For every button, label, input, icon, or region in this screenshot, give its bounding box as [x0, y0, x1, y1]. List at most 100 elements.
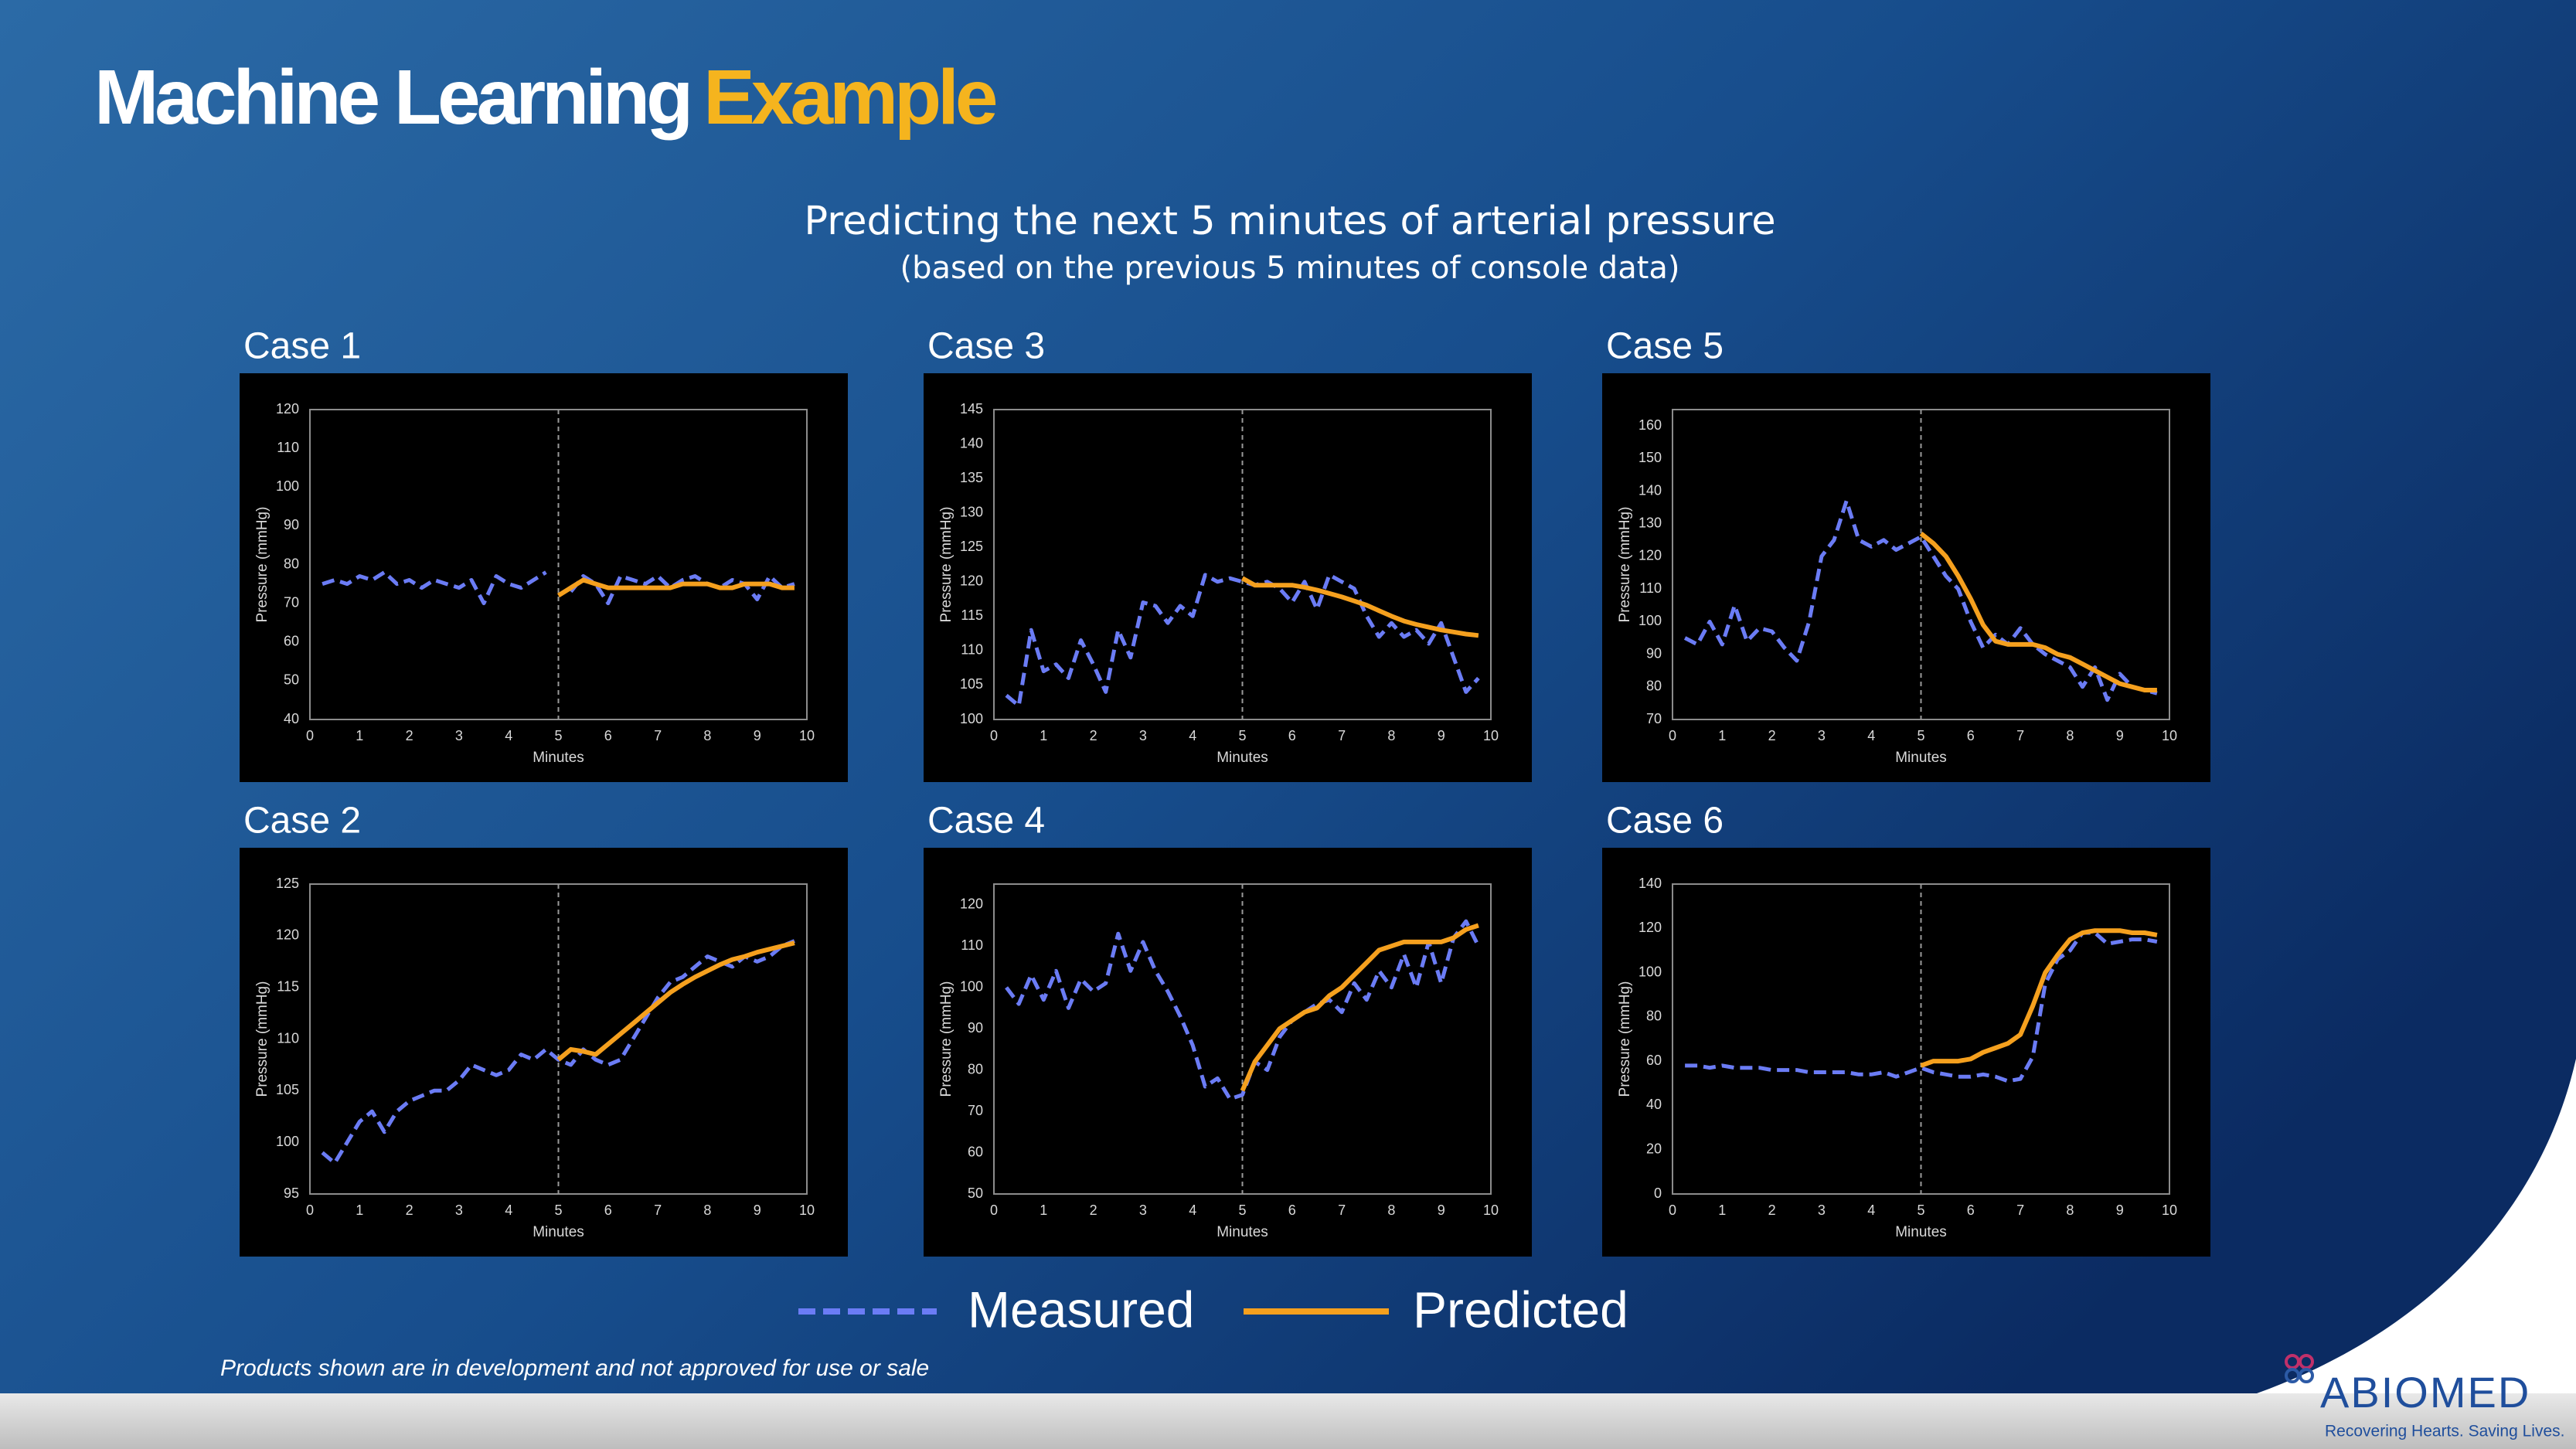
x-tick-label: 6 — [604, 728, 612, 743]
y-tick-label: 100 — [960, 978, 983, 994]
y-tick-label: 50 — [284, 672, 299, 688]
y-tick-label: 120 — [960, 573, 983, 589]
y-tick-label: 60 — [968, 1144, 983, 1159]
y-tick-label: 120 — [276, 927, 299, 943]
chart-title: Case 3 — [927, 326, 1045, 367]
x-tick-label: 1 — [1718, 1202, 1726, 1218]
measured-line — [1685, 930, 2158, 1083]
x-axis-label: Minutes — [533, 1224, 584, 1240]
y-tick-label: 70 — [1646, 711, 1662, 726]
x-tick-label: 7 — [1338, 1202, 1346, 1218]
y-tick-label: 160 — [1638, 417, 1662, 433]
x-tick-label: 8 — [703, 1202, 711, 1218]
subtitle-note: (based on the previous 5 minutes of cons… — [900, 250, 1679, 286]
y-tick-label: 140 — [1638, 482, 1662, 498]
x-tick-label: 1 — [1040, 1202, 1047, 1218]
y-tick-label: 90 — [284, 517, 299, 532]
x-tick-label: 6 — [1967, 728, 1975, 743]
x-tick-label: 1 — [1040, 728, 1047, 743]
x-tick-label: 3 — [1139, 1202, 1147, 1218]
x-tick-label: 7 — [2016, 728, 2024, 743]
x-tick-label: 9 — [2116, 1202, 2124, 1218]
x-tick-label: 7 — [654, 728, 662, 743]
x-tick-label: 8 — [2066, 728, 2074, 743]
x-tick-label: 4 — [1189, 1202, 1196, 1218]
x-tick-label: 10 — [2162, 1202, 2177, 1218]
predicted-line — [1920, 928, 2158, 1068]
x-tick-label: 3 — [1818, 1202, 1826, 1218]
chart-panel — [1602, 848, 2210, 1257]
y-tick-label: 115 — [277, 978, 299, 994]
y-tick-label: 120 — [1638, 920, 1662, 935]
y-tick-label: 100 — [960, 711, 983, 726]
chart: Case 2 95 100 105 110 115 120 125 0 1 2 3 4 5 6 7 8 9 10 Mi… — [240, 801, 848, 1257]
y-axis-label: Pressure (mmHg) — [938, 507, 955, 623]
slide-title: Machine Learning Example — [94, 54, 996, 141]
chart-title: Case 1 — [243, 326, 361, 367]
x-tick-label: 9 — [2116, 728, 2124, 743]
x-axis-label: Minutes — [533, 750, 584, 766]
x-tick-label: 2 — [406, 1202, 413, 1218]
y-tick-label: 115 — [961, 607, 983, 623]
y-tick-label: 120 — [1638, 548, 1662, 563]
y-axis-label: Pressure (mmHg) — [254, 507, 271, 623]
x-tick-label: 6 — [1288, 728, 1296, 743]
chart-title: Case 6 — [1606, 801, 1724, 842]
x-tick-label: 2 — [406, 728, 413, 743]
x-tick-label: 7 — [2016, 1202, 2024, 1218]
y-tick-label: 90 — [968, 1020, 983, 1036]
legend-label: Predicted — [1413, 1281, 1628, 1338]
y-tick-label: 145 — [960, 401, 983, 417]
y-tick-label: 80 — [1646, 679, 1662, 694]
y-axis-label: Pressure (mmHg) — [1617, 981, 1633, 1097]
y-tick-label: 100 — [276, 1134, 299, 1149]
x-tick-label: 5 — [554, 728, 562, 743]
chart: Case 4 50 60 70 80 90 100 110 120 0 1 2 3 4 5 6 7 8 9 10 Min… — [924, 801, 1532, 1257]
brand: ABIOMED — [2320, 1368, 2530, 1417]
y-tick-label: 50 — [968, 1185, 983, 1201]
chart-panel — [924, 373, 1532, 782]
y-tick-label: 120 — [960, 896, 983, 911]
y-tick-label: 70 — [968, 1103, 983, 1118]
x-tick-label: 0 — [306, 1202, 314, 1218]
swoosh — [2257, 1059, 2576, 1393]
footer-band — [0, 1393, 2576, 1449]
y-tick-label: 95 — [284, 1185, 299, 1201]
chart-title: Case 4 — [927, 801, 1045, 842]
x-tick-label: 9 — [754, 728, 761, 743]
predicted-line — [556, 577, 795, 598]
y-tick-label: 40 — [284, 711, 299, 726]
x-tick-label: 3 — [1818, 728, 1826, 743]
logo: ABIOMED Recovering Hearts. Saving Lives. — [2285, 1354, 2564, 1440]
predicted-line — [556, 940, 795, 1062]
x-tick-label: 2 — [1090, 728, 1097, 743]
x-tick-label: 3 — [455, 1202, 463, 1218]
x-tick-label: 0 — [990, 1202, 998, 1218]
y-axis-label: Pressure (mmHg) — [254, 981, 271, 1097]
y-tick-label: 140 — [960, 435, 983, 451]
x-tick-label: 6 — [1967, 1202, 1975, 1218]
y-tick-label: 110 — [277, 1030, 299, 1046]
x-tick-label: 10 — [1483, 1202, 1499, 1218]
y-tick-label: 80 — [968, 1061, 983, 1077]
x-tick-label: 3 — [455, 728, 463, 743]
predicted-line — [1241, 576, 1479, 638]
y-tick-label: 105 — [276, 1082, 299, 1097]
y-tick-label: 60 — [1646, 1053, 1662, 1068]
legend: Measured Predicted — [798, 1281, 1628, 1338]
chart-title: Case 2 — [243, 801, 361, 842]
x-tick-label: 5 — [1238, 1202, 1246, 1218]
x-tick-label: 4 — [1867, 1202, 1875, 1218]
y-tick-label: 90 — [1646, 645, 1662, 661]
x-axis-label: Minutes — [1217, 750, 1268, 766]
title-main: Machine Learning — [94, 54, 689, 141]
x-axis-label: Minutes — [1217, 1224, 1268, 1240]
x-tick-label: 5 — [1917, 728, 1924, 743]
x-tick-label: 1 — [356, 728, 363, 743]
y-tick-label: 150 — [1638, 450, 1662, 465]
y-tick-label: 100 — [276, 478, 299, 494]
y-tick-label: 80 — [1646, 1009, 1662, 1024]
disclaimer: Products shown are in development and no… — [220, 1355, 929, 1381]
